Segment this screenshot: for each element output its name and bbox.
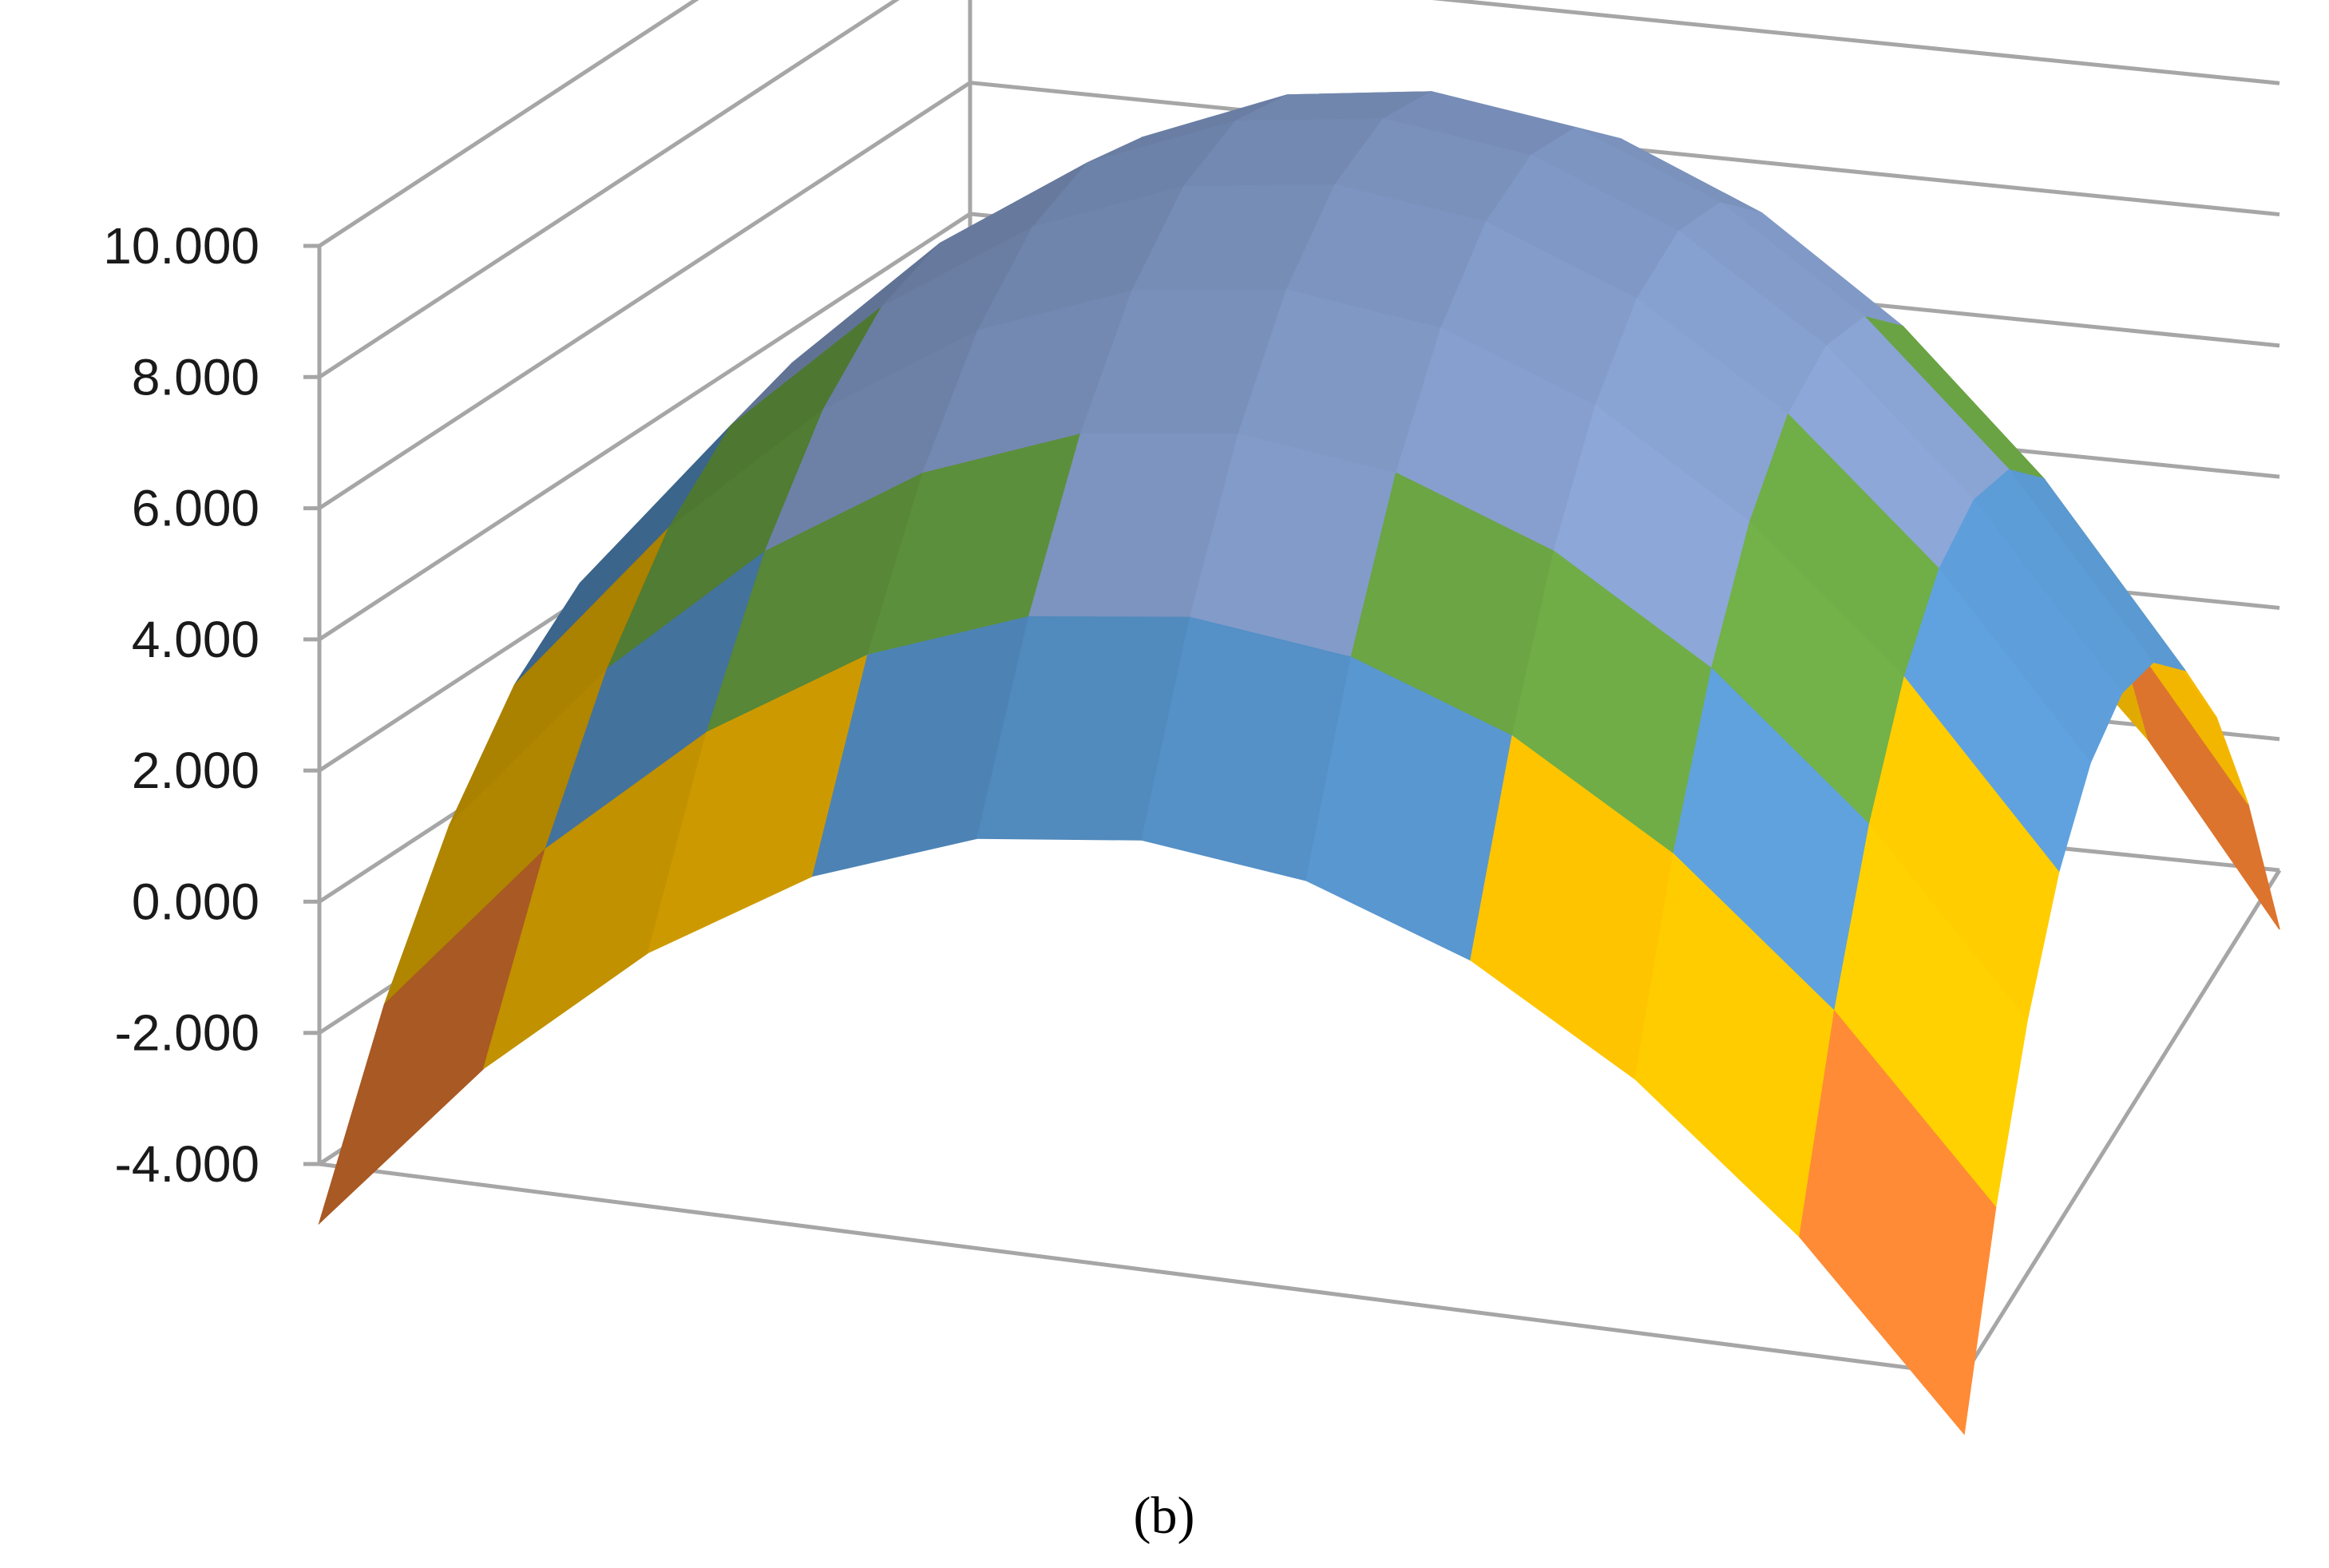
z-tick-label: -2.000 [115, 1004, 259, 1062]
gridline-back-wall [1432, 0, 2280, 85]
z-tick-label: 4.000 [132, 611, 259, 668]
z-axis-ticks: -4.000 -2.000 0.000 2.000 4.000 6.000 8.000 10.… [103, 217, 319, 1193]
z-tick-label: 8.000 [132, 348, 259, 406]
z-tick-label: 0.000 [132, 873, 259, 930]
z-tick-label: 6.000 [132, 480, 259, 537]
floor-right-edge [1962, 869, 2282, 1376]
surface-plot [318, 91, 2280, 1435]
figure-caption: (b) [1134, 1487, 1195, 1545]
gridline-left-wall [318, 0, 699, 248]
z-tick-label: -4.000 [115, 1135, 259, 1193]
gridline-left-wall [318, 0, 900, 379]
z-tick-label: 10.000 [103, 217, 259, 275]
gridline-left-wall [318, 81, 972, 510]
gridline-left-wall [318, 212, 972, 641]
floor-front-edge [319, 1162, 1965, 1377]
z-tick-label: 2.000 [132, 742, 259, 799]
surface-patch [1799, 1009, 1997, 1435]
